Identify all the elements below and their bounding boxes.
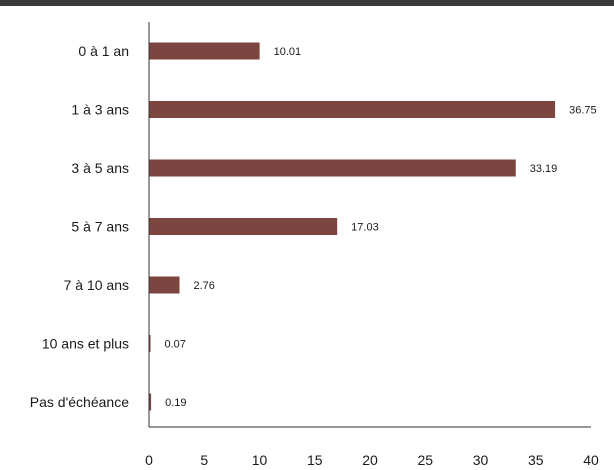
category-label: 5 à 7 ans [71,219,129,235]
x-tick-label: 35 [528,452,544,468]
x-tick-label: 10 [252,452,268,468]
bar [149,276,180,294]
data-labels-group: 10.01 36.75 33.19 17.03 2.76 0.07 0.19 [165,46,597,409]
data-label: 2.76 [193,280,214,292]
bars-group [149,42,556,411]
bar [149,159,516,177]
data-label: 36.75 [569,105,597,117]
x-tick-label: 20 [362,452,378,468]
x-tick-label: 5 [200,452,208,468]
bar [149,42,260,60]
bar [149,393,152,411]
bar [149,335,151,352]
x-tick-labels-group: 0 5 10 15 20 25 30 35 40 [145,452,599,468]
bar [149,218,338,235]
data-label: 33.19 [530,163,558,175]
data-label: 10.01 [274,46,302,58]
category-label: 3 à 5 ans [71,160,129,176]
x-tick-label: 15 [307,452,323,468]
x-tick-label: 25 [417,452,433,468]
category-labels-group: 0 à 1 an 1 à 3 ans 3 à 5 ans 5 à 7 ans 7 à 1… [30,43,129,410]
data-label: 0.19 [165,397,186,409]
data-label: 17.03 [351,222,379,234]
data-label: 0.07 [165,339,186,351]
x-tick-label: 30 [473,452,489,468]
x-tick-label: 40 [583,452,599,468]
category-label: 0 à 1 an [78,43,129,59]
category-label: 10 ans et plus [42,336,129,352]
category-label: Pas d'échéance [30,394,129,410]
bar [149,101,556,118]
top-border-rule [0,0,614,6]
category-label: 7 à 10 ans [64,277,129,293]
x-tick-label: 0 [145,452,153,468]
category-label: 1 à 3 ans [71,102,129,118]
